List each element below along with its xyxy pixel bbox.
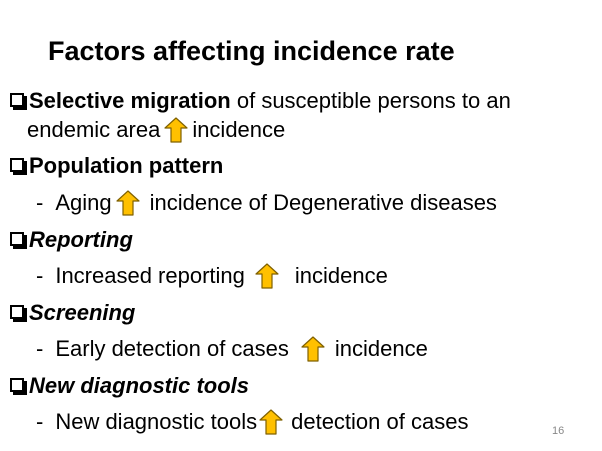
sub-bullet: - Aging incidence of Degenerative diseas… [36,190,497,216]
checkbox-bullet-icon [10,93,24,107]
bullet-selective-migration: Selective migration of susceptible perso… [10,88,511,114]
sub-bullet-text: incidence of Degenerative diseases [149,190,497,215]
dash: - [36,336,44,361]
checkbox-bullet-icon [10,158,24,172]
bullet-population-pattern: Population pattern [10,153,223,179]
sub-bullet-text: incidence [294,263,388,288]
bullet-new-diagnostic-tools: New diagnostic tools [10,373,249,399]
dash: - [36,263,44,288]
bullet-text: of susceptible persons to an [230,88,511,113]
checkbox-bullet-icon [10,232,24,246]
sub-bullet-text: incidence [334,336,428,361]
bullet-reporting: Reporting [10,227,133,253]
bullet-heading: New diagnostic tools [29,373,250,398]
arrow-up-icon [116,190,140,216]
bullet-text: incidence [192,117,286,142]
sub-bullet-text: Aging [55,190,112,215]
sub-bullet: - New diagnostic tools detection of case… [36,409,468,435]
sub-bullet-text: Increased reporting [55,263,245,288]
dash: - [36,190,44,215]
bullet-text: endemic area [27,117,161,142]
bullet-heading: Reporting [29,227,133,252]
arrow-up-icon [301,336,325,362]
sub-bullet: - Early detection of cases incidence [36,336,428,362]
bullet-heading: Screening [29,300,136,325]
bullet-continuation: endemic area incidence [27,117,285,143]
bullet-screening: Screening [10,300,135,326]
slide-title: Factors affecting incidence rate [48,36,455,66]
bullet-heading: Population pattern [29,153,224,178]
arrow-up-icon [164,117,188,143]
sub-bullet-text: Early detection of cases [55,336,289,361]
sub-bullet-text: detection of cases [291,409,469,434]
sub-bullet-text: New diagnostic tools [55,409,258,434]
checkbox-bullet-icon [10,305,24,319]
dash: - [36,409,44,434]
checkbox-bullet-icon [10,378,24,392]
bullet-heading: Selective migration [29,88,231,113]
sub-bullet: - Increased reporting incidence [36,263,388,289]
page-number: 16 [552,425,565,437]
arrow-up-icon [259,409,283,435]
arrow-up-icon [255,263,279,289]
